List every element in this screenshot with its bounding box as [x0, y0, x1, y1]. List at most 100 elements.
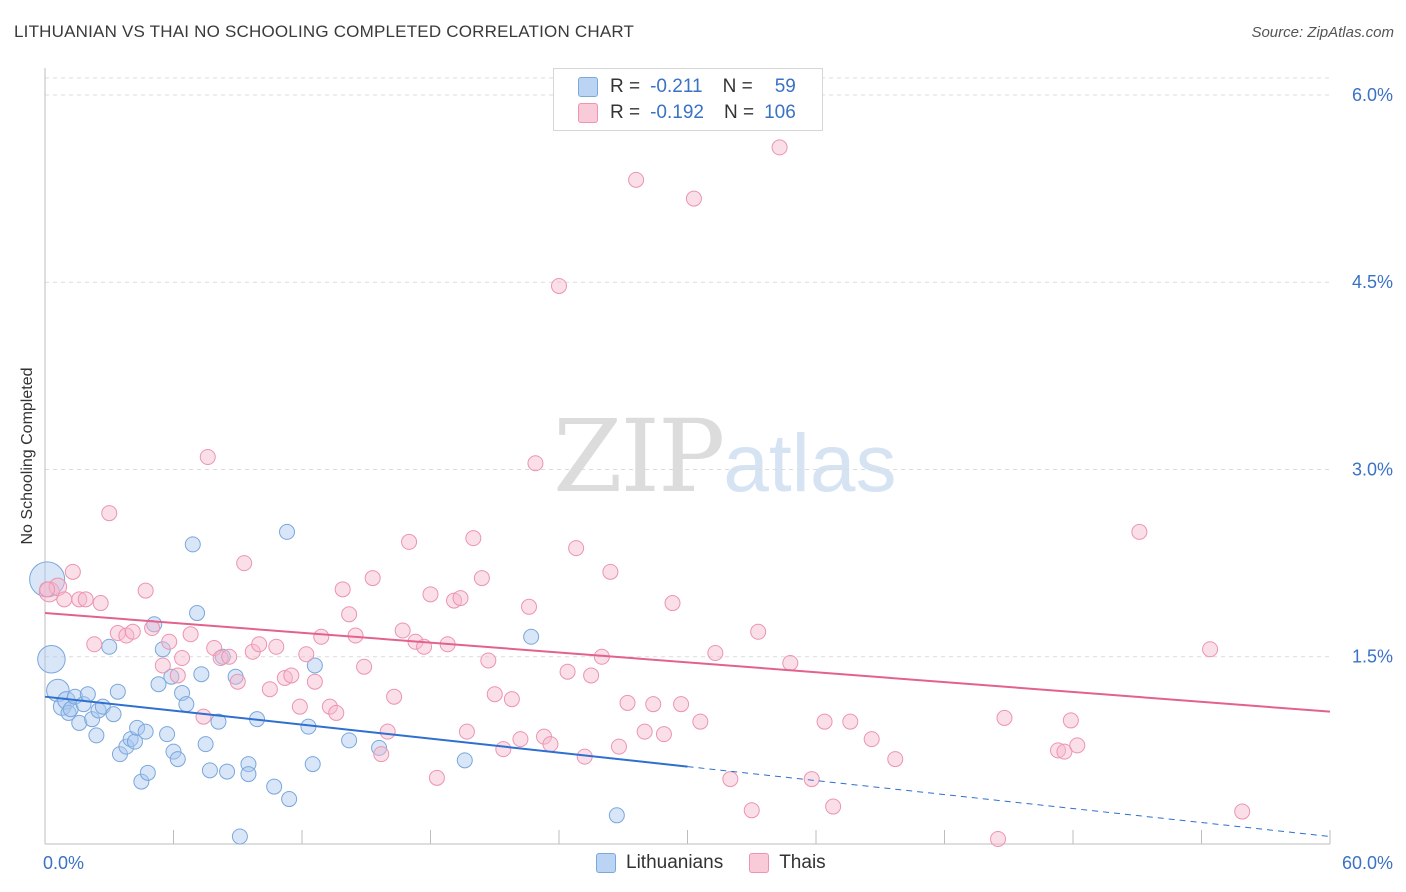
data-point	[304, 756, 321, 773]
legend-swatch-lithuanians	[578, 77, 598, 97]
data-point	[251, 636, 268, 653]
data-point	[199, 449, 216, 465]
trend-line-thais	[44, 612, 1331, 713]
data-point	[195, 708, 212, 725]
data-point	[379, 723, 396, 740]
data-point	[608, 807, 625, 824]
series-label-lithuanians: Lithuanians	[626, 852, 724, 873]
data-point	[521, 598, 538, 615]
data-point	[281, 791, 298, 808]
data-point	[37, 644, 66, 674]
data-point	[64, 563, 81, 580]
data-point	[118, 738, 135, 755]
data-point	[996, 709, 1013, 726]
data-point	[154, 657, 171, 674]
data-point	[71, 591, 88, 608]
data-point	[126, 733, 143, 750]
data-point	[707, 644, 724, 661]
data-point	[452, 590, 469, 607]
data-point	[39, 581, 56, 598]
data-point	[163, 668, 180, 685]
data-point	[685, 190, 702, 207]
data-point	[133, 773, 150, 790]
data-point	[84, 711, 101, 728]
trend-line-lithuanians-extension	[687, 766, 1331, 838]
legend-n-value-thais: 106	[764, 102, 796, 123]
y-tick-label: 3.0%	[1352, 459, 1393, 479]
data-point	[279, 523, 296, 540]
data-point	[334, 581, 351, 598]
data-point	[178, 696, 195, 713]
data-point	[129, 719, 146, 736]
data-point	[189, 605, 206, 622]
data-point	[182, 626, 199, 643]
data-point	[568, 540, 585, 557]
data-point	[842, 713, 859, 730]
series-swatch-thais	[749, 853, 770, 873]
data-point	[692, 713, 709, 730]
data-point	[165, 743, 182, 760]
data-point	[628, 171, 645, 188]
data-point	[480, 652, 497, 669]
data-point	[159, 726, 176, 743]
series-lithuanians	[29, 523, 625, 845]
legend-n-value-lithuanians: 59	[774, 76, 796, 97]
data-point	[495, 741, 512, 758]
data-point	[193, 666, 210, 683]
data-point	[428, 769, 445, 786]
data-point	[306, 657, 323, 674]
data-point	[863, 731, 880, 748]
data-point	[92, 595, 109, 612]
data-point	[371, 739, 388, 756]
data-point	[1202, 641, 1219, 658]
data-point	[1131, 523, 1148, 540]
watermark-zip: ZIP	[553, 398, 725, 515]
data-point	[212, 649, 229, 666]
data-point	[750, 623, 767, 640]
data-point	[373, 746, 390, 763]
data-point	[401, 533, 418, 550]
series-legend-lithuanians[interactable]: Lithuanians	[596, 852, 723, 874]
data-point	[645, 696, 662, 713]
data-point	[124, 623, 141, 640]
data-point	[673, 696, 690, 713]
data-point	[825, 798, 842, 815]
data-point	[206, 640, 223, 657]
data-point	[219, 763, 236, 780]
data-point	[486, 686, 503, 703]
data-point	[743, 802, 760, 819]
data-point	[276, 669, 293, 686]
watermark: ZIPatlas	[553, 398, 897, 515]
data-point	[722, 771, 739, 788]
data-point	[542, 736, 559, 753]
data-point	[268, 638, 285, 655]
x-tick-label-min: 0.0%	[43, 853, 84, 873]
data-point	[782, 654, 799, 671]
data-point	[240, 766, 257, 783]
data-point	[527, 455, 544, 472]
series-swatch-lithuanians	[596, 853, 616, 873]
data-point	[231, 828, 248, 845]
data-point	[169, 667, 186, 684]
data-point	[266, 778, 283, 795]
data-point	[523, 628, 540, 645]
data-point	[101, 638, 118, 655]
data-point	[356, 658, 373, 675]
data-point	[210, 713, 227, 730]
data-point	[386, 688, 403, 705]
data-point	[137, 582, 154, 599]
data-point	[771, 139, 788, 156]
data-point	[174, 649, 191, 666]
series-legend: Lithuanians Thais	[596, 852, 852, 874]
data-point	[161, 633, 178, 650]
series-legend-thais[interactable]: Thais	[749, 852, 826, 874]
data-point	[144, 620, 161, 637]
data-point	[1069, 737, 1086, 754]
legend-swatch-thais	[578, 103, 598, 123]
data-point	[229, 673, 246, 690]
data-point	[664, 595, 681, 612]
data-point	[655, 726, 672, 743]
y-tick-label: 6.0%	[1352, 85, 1393, 105]
data-point	[201, 762, 218, 779]
data-point	[77, 591, 94, 608]
